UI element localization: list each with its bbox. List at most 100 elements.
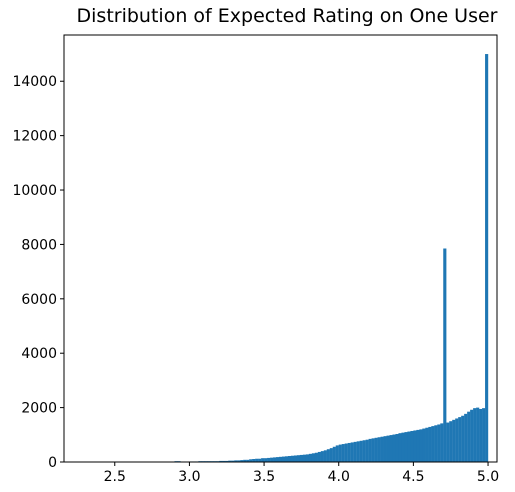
histogram-bar (323, 450, 327, 462)
histogram-bar (371, 438, 375, 462)
histogram-bar (467, 411, 471, 462)
histogram-bar (368, 438, 372, 462)
y-tick-label: 8000 (21, 237, 57, 253)
histogram-bar (332, 446, 336, 462)
histogram-bar (422, 428, 426, 462)
histogram-bar (449, 421, 453, 462)
histogram-bar (386, 435, 390, 462)
histogram-bar (252, 459, 256, 462)
histogram-bar (222, 460, 226, 462)
histogram-bar (261, 458, 265, 462)
y-tick-label: 4000 (21, 346, 57, 362)
x-tick-label: 5.0 (477, 469, 499, 485)
histogram-bar (290, 455, 295, 462)
x-tick-label: 4.5 (402, 469, 424, 485)
histogram-bar (452, 419, 456, 462)
histogram-bar (479, 408, 483, 462)
histogram-bar (404, 432, 408, 462)
histogram-bar (476, 407, 480, 462)
histogram-bar (240, 460, 244, 462)
histogram-bar (243, 459, 247, 462)
histogram-bar (329, 448, 333, 462)
histogram-bar (455, 418, 459, 462)
histogram-bar (413, 430, 417, 462)
histogram-bar (380, 436, 384, 462)
histogram-bar (311, 453, 315, 462)
histogram-bar (344, 443, 348, 462)
histogram-bar (374, 437, 378, 462)
histogram-bar (293, 455, 298, 462)
histogram-bar (458, 417, 462, 462)
histogram-bar (440, 423, 444, 462)
chart-title: Distribution of Expected Rating on One U… (77, 5, 498, 27)
histogram-bar (437, 424, 441, 462)
histogram-bar (246, 459, 250, 462)
x-tick-label: 4.0 (328, 469, 350, 485)
histogram-bar (249, 459, 253, 462)
histogram-bar (443, 248, 447, 462)
plot-frame (63, 34, 498, 463)
histogram-bar (279, 456, 283, 462)
histogram-bar (473, 408, 477, 462)
histogram-bar (392, 434, 396, 462)
histogram-bar (410, 430, 414, 462)
histogram-bar (434, 425, 438, 462)
histogram-bar (228, 460, 232, 462)
histogram-bar (255, 458, 259, 462)
histogram-bar (356, 441, 360, 462)
histogram-bar (482, 408, 486, 462)
y-tick-label: 12000 (12, 129, 57, 145)
x-tick-label: 2.5 (104, 469, 126, 485)
histogram-bar (389, 435, 393, 462)
histogram-bar (362, 440, 366, 462)
histogram-bar (287, 456, 292, 462)
histogram-bar (234, 460, 238, 462)
histogram-bar (320, 451, 324, 462)
histogram-bar (425, 427, 429, 462)
histogram-bar (299, 454, 304, 462)
histogram-bar (302, 454, 307, 462)
histogram-bar (335, 445, 339, 462)
histogram-bar (365, 439, 369, 462)
y-axis: 0 2000 4000 6000 8000 10000 12000 14000 (12, 74, 64, 471)
x-axis: 2.5 3.0 3.5 4.0 4.5 5.0 (104, 462, 499, 485)
x-tick-label: 3.5 (253, 469, 275, 485)
y-tick-label: 0 (48, 455, 57, 471)
histogram-bar (296, 455, 301, 462)
histogram-bar (219, 460, 223, 462)
histogram-bar (419, 429, 423, 462)
histogram-bar (273, 457, 277, 462)
histogram-bar (326, 449, 330, 462)
bars-group (114, 54, 489, 462)
histogram-bar (264, 458, 268, 462)
histogram-bar (317, 451, 321, 462)
histogram-bar (428, 426, 432, 462)
histogram-bar (276, 457, 280, 462)
histogram-bar (461, 415, 465, 462)
histogram-bar (446, 422, 450, 462)
histogram-bar (267, 457, 271, 462)
histogram-bar (383, 436, 387, 462)
histogram-bar (470, 409, 474, 462)
histogram-bar (225, 460, 229, 462)
histogram-bar (341, 444, 345, 462)
histogram-bar (284, 456, 289, 462)
histogram-bar (270, 457, 274, 462)
y-tick-label: 14000 (12, 74, 57, 90)
x-tick-label: 3.0 (178, 469, 200, 485)
y-tick-label: 2000 (21, 401, 57, 417)
histogram-bar (353, 441, 357, 462)
histogram-bar (258, 458, 262, 462)
histogram-bar (338, 444, 342, 462)
histogram-bar (314, 452, 318, 462)
y-tick-label: 6000 (21, 292, 57, 308)
histogram-bar (464, 413, 468, 462)
histogram-bar (407, 431, 411, 462)
histogram-bar (347, 442, 351, 462)
histogram-bar (377, 437, 381, 462)
histogram-bar (281, 456, 286, 462)
histogram-bar (237, 460, 241, 462)
histogram-bar (398, 433, 402, 462)
